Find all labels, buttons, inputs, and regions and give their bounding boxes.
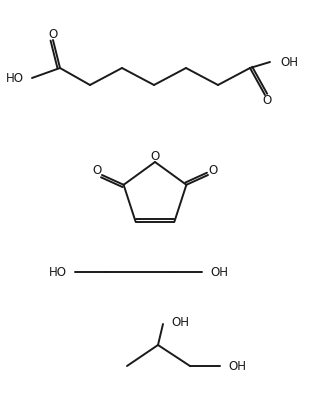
Text: O: O xyxy=(151,149,160,162)
Text: O: O xyxy=(49,28,58,41)
Text: OH: OH xyxy=(280,56,298,68)
Text: OH: OH xyxy=(171,316,189,329)
Text: OH: OH xyxy=(210,265,228,278)
Text: O: O xyxy=(92,164,102,177)
Text: OH: OH xyxy=(228,359,246,372)
Text: O: O xyxy=(208,164,218,177)
Text: O: O xyxy=(262,94,272,107)
Text: HO: HO xyxy=(6,71,24,85)
Text: HO: HO xyxy=(49,265,67,278)
